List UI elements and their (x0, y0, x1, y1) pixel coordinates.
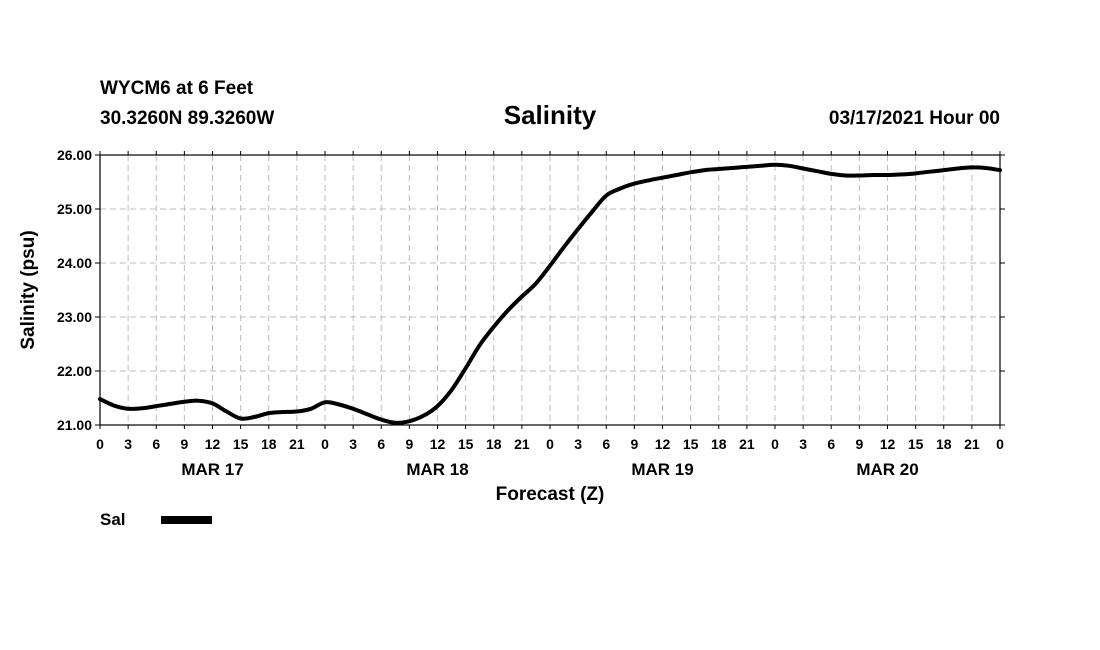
y-tick-label: 21.00 (57, 417, 92, 433)
y-tick-label: 23.00 (57, 309, 92, 325)
station-coords: 30.3260N 89.3260W (100, 108, 274, 129)
y-tick-label: 22.00 (57, 363, 92, 379)
x-tick-label: 21 (964, 436, 980, 452)
x-tick-label: 0 (771, 436, 779, 452)
x-tick-label: 3 (799, 436, 807, 452)
day-label: MAR 20 (856, 460, 918, 479)
salinity-line (98, 162, 1002, 425)
legend-label-sal: Sal (100, 510, 126, 529)
x-tick-label: 15 (683, 436, 699, 452)
x-tick-label: 21 (289, 436, 305, 452)
y-tick-label: 25.00 (57, 201, 92, 217)
x-tick-label: 12 (655, 436, 671, 452)
day-label: MAR 19 (631, 460, 693, 479)
x-tick-label: 6 (827, 436, 835, 452)
x-tick-label: 6 (377, 436, 385, 452)
x-tick-label: 12 (880, 436, 896, 452)
x-tick-label: 9 (630, 436, 638, 452)
x-tick-label: 6 (152, 436, 160, 452)
y-axis-label: Salinity (psu) (18, 230, 39, 349)
x-tick-label: 0 (546, 436, 554, 452)
x-tick-label: 21 (739, 436, 755, 452)
x-tick-label: 9 (405, 436, 413, 452)
x-tick-label: 15 (908, 436, 924, 452)
x-tick-label: 9 (180, 436, 188, 452)
x-tick-label: 18 (261, 436, 277, 452)
x-tick-label: 3 (574, 436, 582, 452)
legend: Sal (100, 510, 212, 529)
y-tick-label: 24.00 (57, 255, 92, 271)
x-tick-label: 0 (996, 436, 1004, 452)
day-labels: MAR 17 MAR 18 MAR 19 MAR 20 (181, 460, 918, 479)
chart-title: Salinity (504, 100, 597, 130)
x-tick-label: 18 (486, 436, 502, 452)
x-tick-label: 6 (602, 436, 610, 452)
x-tick-label: 18 (936, 436, 952, 452)
x-tick-label: 21 (514, 436, 530, 452)
x-tick-label: 9 (855, 436, 863, 452)
forecast-timestamp: 03/17/2021 Hour 00 (829, 108, 1000, 129)
x-tick-label: 0 (96, 436, 104, 452)
x-tick-label: 15 (458, 436, 474, 452)
x-tick-label: 3 (124, 436, 132, 452)
x-tick-label: 3 (349, 436, 357, 452)
x-tick-label: 15 (233, 436, 249, 452)
y-axis-ticks: 21.00 22.00 23.00 24.00 25.00 26.00 (57, 147, 1005, 433)
x-tick-label: 12 (430, 436, 446, 452)
x-axis-ticks: 0 3 6 9 12 15 18 21 0 3 6 9 12 15 18 21 0 3 6 9 12 15 18 21 0 3 6 9… (96, 151, 1004, 452)
day-label: MAR 18 (406, 460, 468, 479)
x-tick-label: 18 (711, 436, 727, 452)
x-tick-label: 0 (321, 436, 329, 452)
y-tick-label: 26.00 (57, 147, 92, 163)
station-name: WYCM6 at 6 Feet (100, 78, 254, 99)
day-label: MAR 17 (181, 460, 243, 479)
x-tick-label: 12 (205, 436, 221, 452)
x-axis-label: Forecast (Z) (496, 484, 605, 505)
grid-lines (100, 155, 1000, 425)
